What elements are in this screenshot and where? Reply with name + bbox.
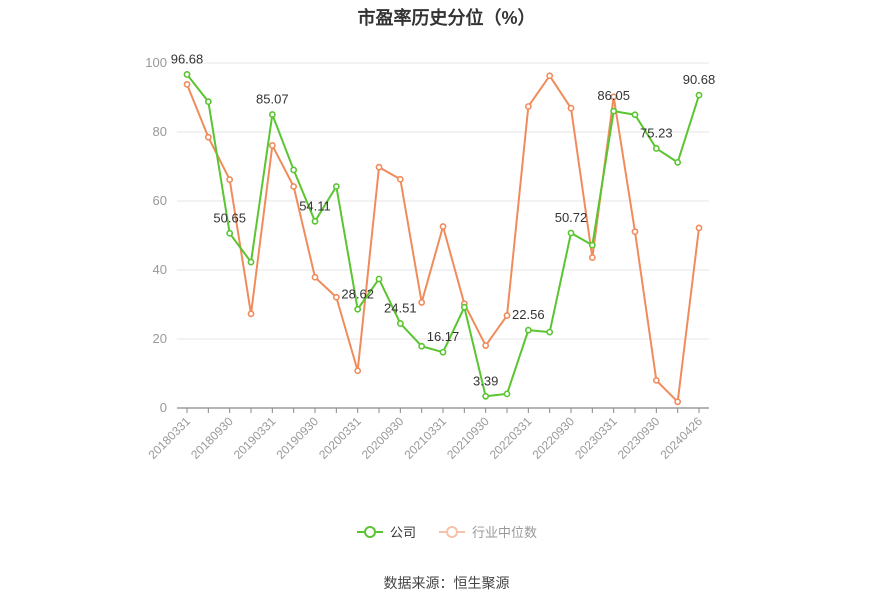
data-point-industry-median [418,299,426,306]
x-tick-label: 20180331 [145,414,193,462]
axes: 0 20 40 60 80 100 2018033120180930201903312019… [145,55,709,462]
data-point-industry-median [247,310,255,318]
data-point-company [418,342,426,350]
data-point-company [546,328,554,336]
y-tick-label: 40 [153,262,167,277]
data-point-company [311,217,319,225]
chart-title: 市盈率历史分位（%） [357,8,536,28]
data-point-industry-median [226,176,234,184]
legend-company-label: 公司 [389,525,416,540]
data-labels: 96.68 50.65 85.07 54.11 28.62 24.51 16.17 3.39 2… [171,51,716,388]
data-label-company: 50.72 [555,210,588,225]
data-point-company [375,275,383,283]
data-label-company: 85.07 [256,92,289,107]
data-label-company: 22.56 [512,307,545,322]
data-point-industry-median [268,142,276,149]
data-label-company: 28.62 [341,286,374,301]
data-point-industry-median [610,93,618,101]
data-point-industry-median [546,72,554,80]
data-point-company [460,303,468,311]
y-tick-label: 100 [145,55,167,70]
data-point-industry-median [588,254,596,261]
data-point-company [610,107,618,115]
x-tick-label: 20190930 [273,414,321,462]
data-point-industry-median [354,367,362,375]
legend-industry-label: 行业中位数 [472,525,538,540]
data-point-company [567,229,575,237]
x-tick-label: 20210930 [444,414,492,462]
x-tick-label: 20220331 [487,414,535,462]
data-point-industry-median [311,273,319,281]
data-label-company: 50.65 [213,210,246,225]
data-label-company: 54.11 [299,198,331,213]
data-label-company: 16.17 [427,329,460,344]
data-point-industry-median [183,80,191,88]
legend-company-icon [356,525,383,538]
data-point-company [226,229,234,237]
data-source: 数据来源：恒生聚源 [383,575,510,591]
series-line-company [186,73,700,398]
data-point-company [503,390,511,398]
data-label-company: 96.68 [171,51,204,66]
data-point-industry-median [396,175,404,183]
data-point-company [674,158,682,166]
x-tick-label: 20230331 [572,414,620,462]
data-point-industry-median [524,103,532,110]
x-tick-label: 20210331 [401,414,449,462]
x-tick-label: 20230930 [615,414,663,462]
data-point-company [588,241,596,249]
data-point-industry-median [652,376,660,384]
data-label-company: 86.05 [597,88,630,103]
data-label-company: 3.39 [473,373,498,388]
data-point-company [482,392,490,400]
data-point-industry-median [674,398,682,406]
data-point-company [354,305,362,313]
data-point-industry-median [503,312,511,319]
legend-industry-icon [439,525,465,538]
data-label-company: 75.23 [640,125,673,140]
data-point-industry-median [567,104,575,112]
data-point-industry-median [375,163,383,171]
data-point-company [439,348,447,356]
x-tick-label: 20220930 [529,414,577,462]
x-tick-label: 20200331 [316,414,364,462]
data-point-company [290,166,298,174]
data-point-industry-median [439,223,447,230]
data-point-company [631,111,639,119]
x-tick-label: 20180930 [188,414,236,462]
data-label-company: 24.51 [384,300,417,315]
data-point-industry-median [204,133,212,141]
series-lines [183,71,703,406]
data-point-industry-median [631,228,639,236]
data-point-company [268,111,276,118]
x-tick-label: 20190331 [231,414,279,462]
data-point-company [247,258,255,266]
data-point-company [204,98,212,106]
y-tick-label: 0 [160,400,167,415]
data-point-company [332,183,340,190]
data-point-industry-median [290,183,298,190]
data-point-industry-median [332,293,340,301]
y-tick-label: 80 [153,124,167,139]
y-tick-label: 60 [153,193,167,208]
grid-lines [177,62,709,340]
data-point-company [396,320,404,327]
legend-item-company[interactable]: 公司 [356,522,416,541]
data-point-company [695,91,703,99]
x-tick-label: 20200930 [359,414,407,462]
data-point-industry-median [695,224,703,232]
data-label-company: 90.68 [683,72,716,87]
data-point-industry-median [482,342,490,349]
x-tick-label: 20240426 [657,414,705,462]
data-point-company [652,145,660,152]
legend-item-industry-median[interactable]: 行业中位数 [438,522,537,541]
y-tick-label: 20 [153,331,167,346]
legend: 公司 行业中位数 [0,522,893,541]
data-point-company [524,326,532,334]
data-point-company [183,71,191,78]
